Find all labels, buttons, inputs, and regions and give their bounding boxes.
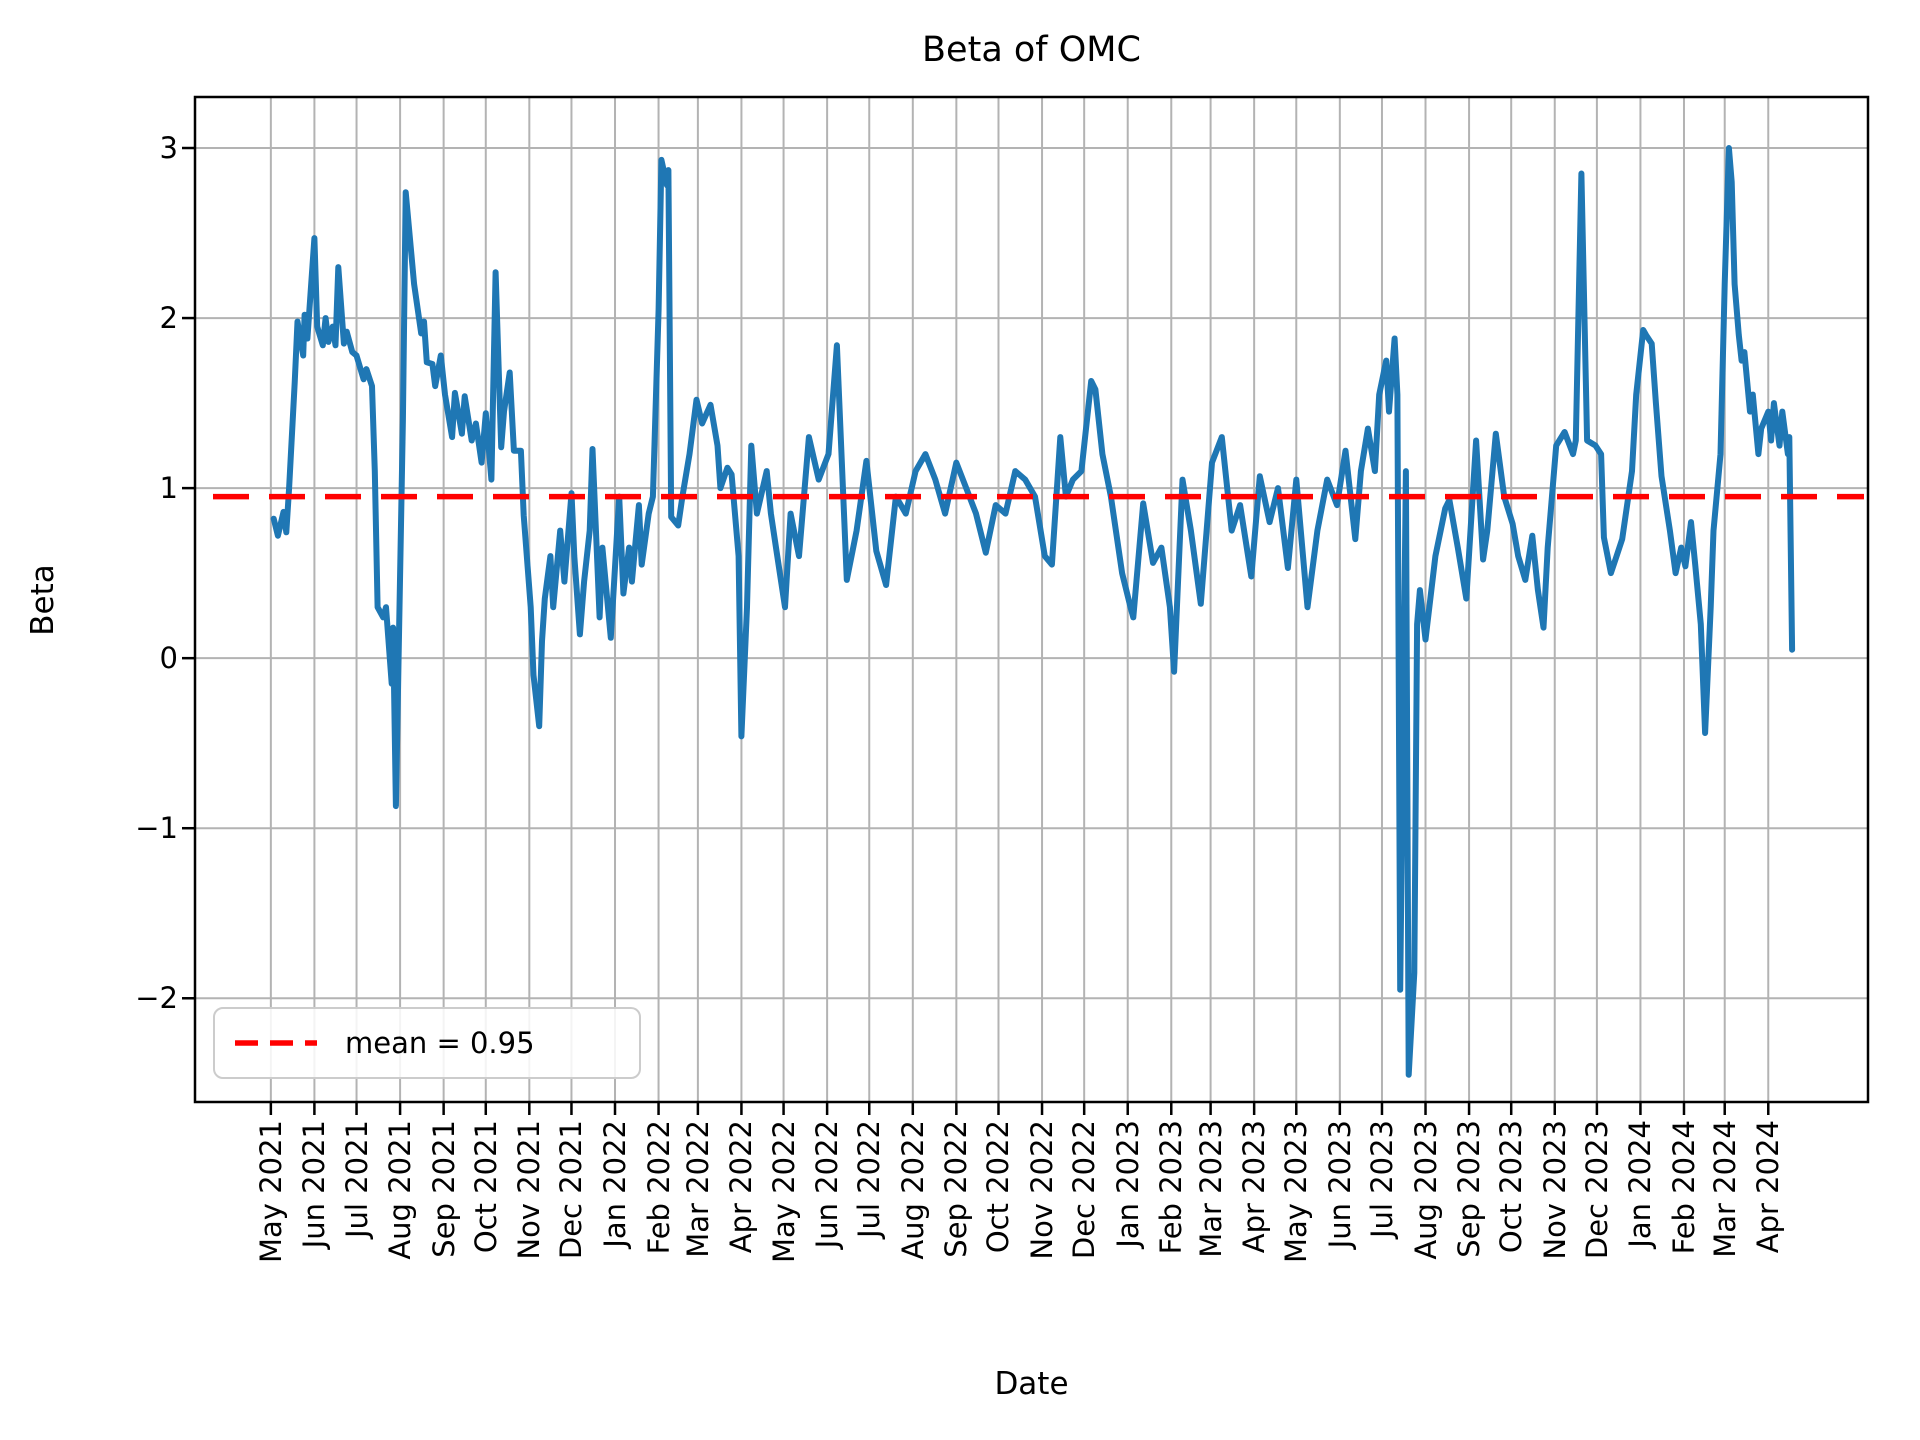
- y-tick-label: −1: [135, 811, 178, 846]
- x-tick-label: Mar 2023: [1193, 1120, 1228, 1258]
- y-tick-label: 0: [159, 641, 178, 676]
- x-tick-label: Feb 2023: [1154, 1120, 1189, 1255]
- y-tick-label: 2: [159, 301, 178, 336]
- x-tick-label: Dec 2022: [1067, 1120, 1102, 1260]
- x-axis-label: Date: [994, 1366, 1069, 1402]
- chart-title: Beta of OMC: [922, 30, 1141, 70]
- x-tick-label: Jul 2021: [339, 1120, 374, 1239]
- y-tick-label: 3: [159, 131, 178, 165]
- x-tick-label: Feb 2024: [1666, 1120, 1701, 1255]
- x-tick-label: Jun 2021: [297, 1120, 332, 1249]
- x-tick-label: May 2021: [253, 1120, 288, 1263]
- x-tick-label: Nov 2021: [512, 1120, 547, 1260]
- x-tick-label: Sep 2022: [939, 1120, 974, 1258]
- x-tick-label: Apr 2022: [724, 1120, 759, 1254]
- x-tick-label: Aug 2021: [383, 1120, 418, 1260]
- x-tick-label: Apr 2023: [1237, 1120, 1272, 1254]
- legend-dashed-line-sample: [235, 1040, 317, 1046]
- x-tick-label: Aug 2023: [1408, 1120, 1443, 1260]
- x-tick-label: Jan 2022: [598, 1120, 632, 1248]
- legend-label: mean = 0.95: [345, 1026, 535, 1060]
- x-tick-label: Dec 2023: [1579, 1120, 1614, 1260]
- x-tick-label: May 2023: [1279, 1120, 1314, 1263]
- x-tick-label: Mar 2024: [1707, 1120, 1742, 1258]
- x-tick-label: Sep 2023: [1452, 1120, 1487, 1258]
- x-tick-label: Jul 2023: [1364, 1120, 1399, 1239]
- beta-series-line: [270, 145, 1796, 1078]
- x-tick-label: Oct 2021: [468, 1120, 503, 1254]
- y-tick-label: −2: [135, 981, 178, 1016]
- x-tick-label: Oct 2023: [1494, 1120, 1529, 1254]
- x-tick-label: Apr 2024: [1751, 1120, 1786, 1254]
- y-axis-label: Beta: [25, 564, 61, 636]
- x-tick-label: May 2022: [766, 1120, 801, 1263]
- legend: mean = 0.95: [213, 1007, 641, 1079]
- x-tick-label: Jun 2022: [810, 1120, 845, 1249]
- x-tick-label: Jul 2022: [852, 1120, 887, 1239]
- x-tick-label: Nov 2023: [1537, 1120, 1572, 1260]
- x-tick-label: Aug 2022: [895, 1120, 930, 1260]
- y-tick-label: 1: [159, 471, 178, 506]
- x-tick-label: Jan 2023: [1110, 1120, 1145, 1248]
- x-tick-label: Nov 2022: [1025, 1120, 1060, 1260]
- x-tick-label: Feb 2022: [641, 1120, 676, 1255]
- x-tick-label: Jan 2024: [1623, 1120, 1658, 1248]
- x-tick-label: Dec 2021: [554, 1120, 589, 1260]
- axes-spines: [193, 95, 1870, 1104]
- x-tick-label: Sep 2021: [426, 1120, 461, 1258]
- x-tick-label: Mar 2022: [680, 1120, 715, 1258]
- x-tick-label: Jun 2023: [1322, 1120, 1357, 1249]
- x-tick-label: Oct 2022: [981, 1120, 1016, 1254]
